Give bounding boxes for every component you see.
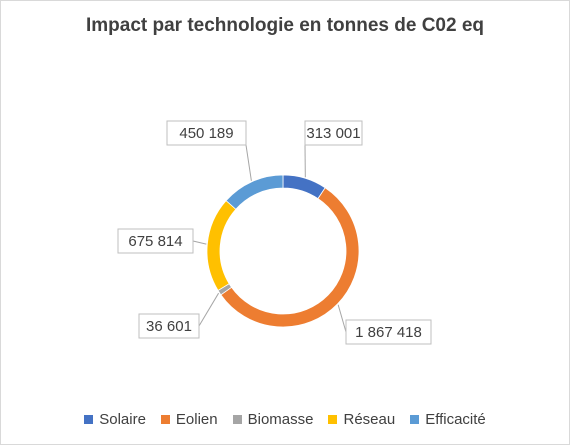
leader-line: [245, 144, 252, 181]
data-label: 1 867 418: [355, 324, 422, 341]
data-label-box: [166, 120, 247, 146]
legend-item: Eolien: [160, 411, 218, 428]
data-label: 450 189: [179, 125, 233, 142]
slice-solaire: [282, 174, 326, 200]
legend-swatch: [232, 415, 242, 424]
legend: Solaire Eolien Biomasse Réseau Efficacité: [1, 411, 569, 428]
legend-item: Réseau: [328, 411, 395, 428]
slice-reseau: [206, 200, 237, 291]
data-label: 313 001: [306, 125, 360, 142]
data-label-box: [345, 319, 432, 345]
legend-swatch: [160, 415, 170, 424]
leader-line: [337, 304, 347, 333]
legend-item: Solaire: [84, 411, 146, 428]
slice-efficacite: [225, 174, 284, 210]
data-label: 675 814: [128, 233, 182, 250]
data-label-box: [117, 228, 194, 254]
legend-swatch: [410, 415, 420, 424]
legend-label: Efficacité: [425, 411, 486, 428]
data-label-box: [304, 120, 363, 146]
legend-swatch: [328, 415, 338, 424]
legend-label: Eolien: [175, 411, 218, 428]
legend-label: Réseau: [343, 411, 396, 428]
legend-swatch: [84, 415, 94, 424]
chart-title: Impact par technologie en tonnes de C02 …: [85, 15, 485, 36]
legend-item: Biomasse: [232, 411, 314, 428]
data-label: 36 601: [146, 318, 192, 335]
legend-item: Efficacité: [410, 411, 486, 428]
leader-line: [192, 240, 207, 245]
legend-label: Biomasse: [247, 411, 314, 428]
leader-line: [198, 292, 220, 327]
legend-label: Solaire: [99, 411, 146, 428]
data-label-box: [138, 313, 200, 339]
